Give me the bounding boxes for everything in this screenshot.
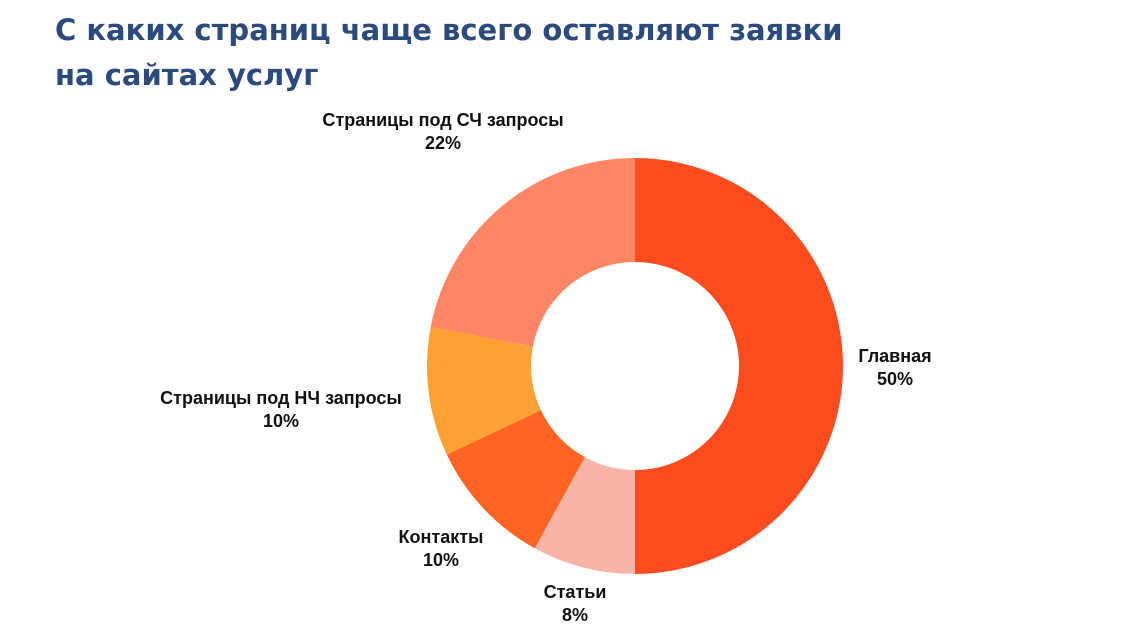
slice-label-страницы-под-сч-запросы: Страницы под СЧ запросы 22% [322, 110, 563, 153]
slice-label-value: 22% [425, 133, 461, 153]
slice-label-name: Страницы под НЧ запросы [160, 388, 402, 408]
slice-label-value: 10% [263, 411, 299, 431]
slice-label-name: Страницы под СЧ запросы [322, 110, 563, 130]
slice-label-name: Статьи [544, 582, 607, 602]
donut-slices [427, 158, 843, 574]
slice-статьи [534, 457, 635, 574]
slice-label-name: Главная [858, 346, 931, 366]
chart-title-line-1: С каких страниц чаще всего оставляют зая… [55, 13, 843, 47]
slice-страницы-под-нч-запросы [427, 327, 541, 455]
slice-labels: Главная 50%Статьи 8%Контакты 10%Страницы по… [160, 110, 931, 625]
slice-label-статьи: Статьи 8% [544, 582, 607, 625]
slice-label-value: 10% [423, 550, 459, 570]
chart-title: С каких страниц чаще всего оставляют зая… [55, 8, 955, 98]
slice-главная [635, 158, 843, 574]
slice-контакты [446, 410, 585, 549]
slice-label-страницы-под-нч-запросы: Страницы под НЧ запросы 10% [160, 388, 402, 431]
slice-страницы-под-сч-запросы [430, 158, 635, 347]
slice-label-name: Контакты [399, 527, 484, 547]
slice-label-value: 8% [562, 605, 588, 625]
slice-label-контакты: Контакты 10% [399, 527, 484, 570]
slice-label-value: 50% [877, 369, 913, 389]
chart-title-line-2: на сайтах услуг [55, 58, 319, 92]
slice-label-главная: Главная 50% [858, 346, 931, 389]
